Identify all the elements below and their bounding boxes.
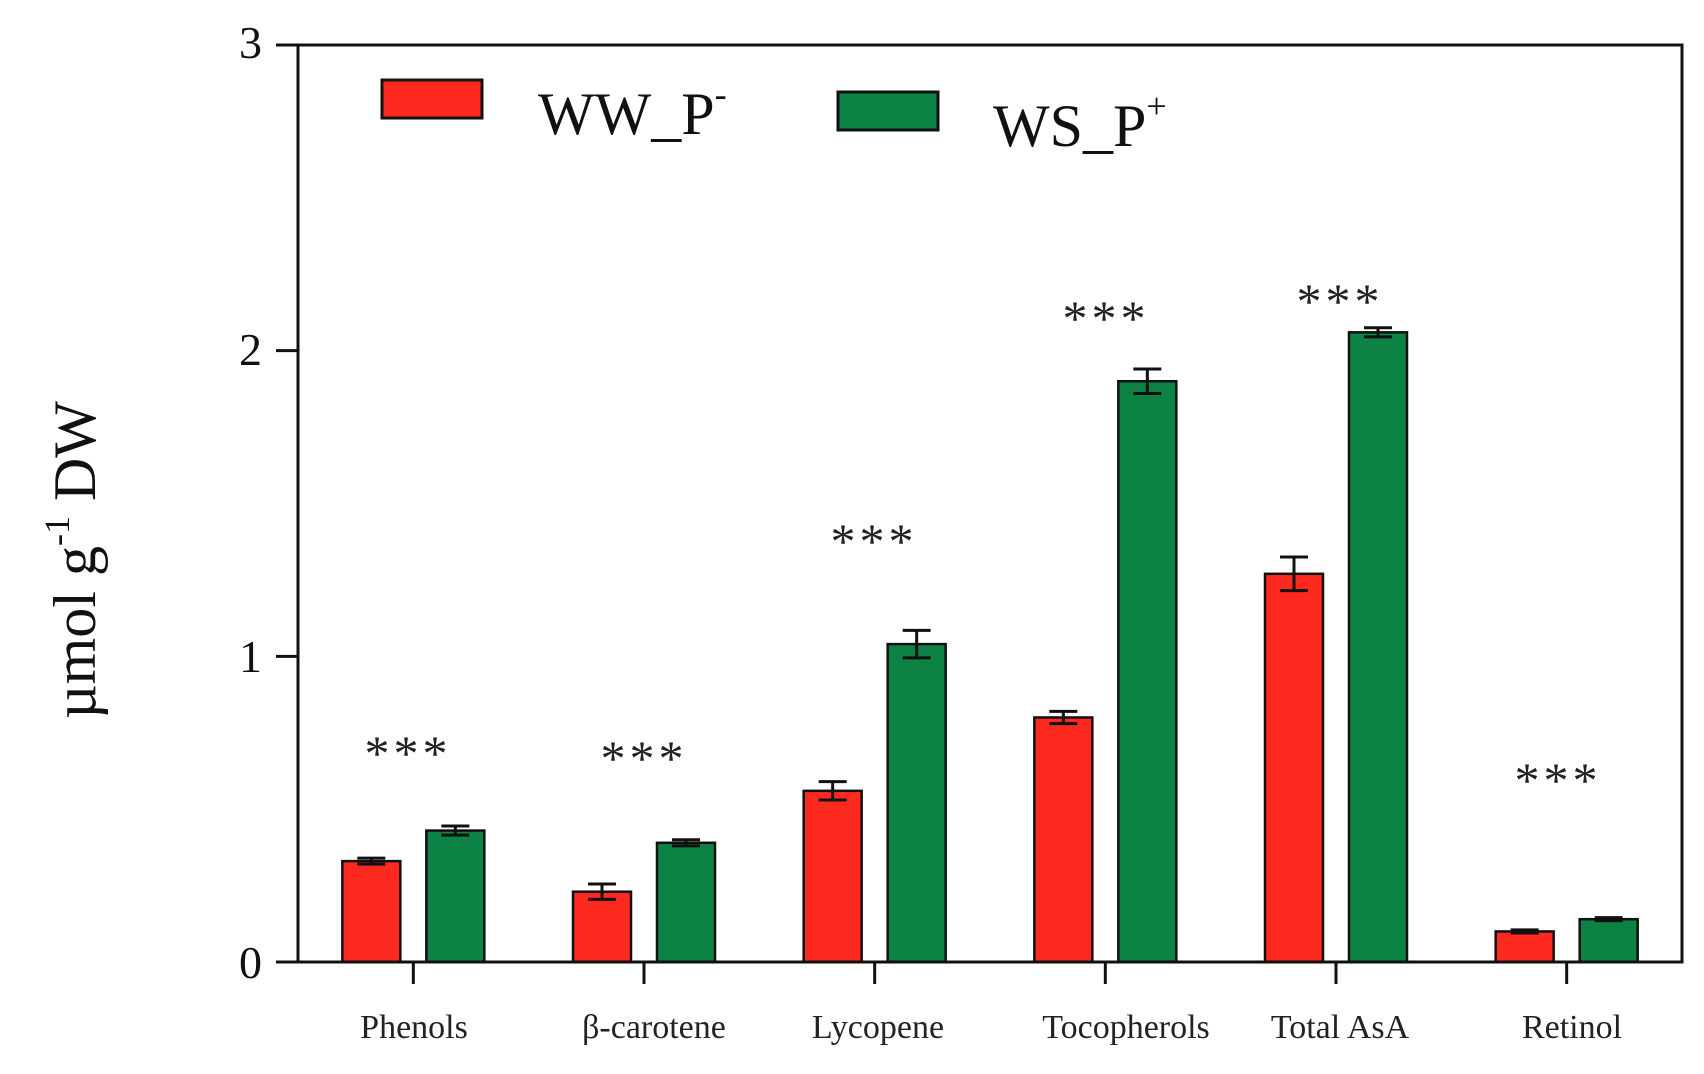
- bar-ws-lycopene: [886, 642, 947, 964]
- significance-retinol: ***: [1515, 752, 1602, 808]
- bar-ws-retinol: [1578, 917, 1639, 964]
- bar-ws-beta-carotene: [655, 841, 717, 964]
- bar-ww-beta-carotene: [571, 890, 633, 964]
- significance-beta-carotene: ***: [601, 730, 688, 786]
- legend-label-ws-base: WS_P: [993, 93, 1146, 159]
- significance-phenols: ***: [365, 725, 452, 781]
- legend-swatch-ww-p-minus: [380, 78, 484, 120]
- bar-ww-retinol: [1494, 930, 1555, 964]
- legend-label-ws-sup: +: [1146, 86, 1166, 126]
- axes-layer: [276, 43, 1684, 984]
- y-axis-title-base: µmol g: [42, 546, 108, 719]
- plot-frame: [296, 43, 1684, 964]
- y-tick-label-3: 3: [239, 17, 262, 68]
- bars-layer: [341, 326, 1639, 964]
- y-tick-label-1: 1: [239, 631, 262, 682]
- legend-label-ww-p-minus: WW_P-: [538, 74, 727, 147]
- significance-tocopherols: ***: [1063, 290, 1150, 346]
- x-tick-label-lycopene: Lycopene: [812, 1009, 944, 1046]
- bar-ws-total-asa: [1347, 331, 1409, 964]
- x-tick-label-total-asa: Total AsA: [1271, 1009, 1410, 1046]
- y-tick-label-0: 0: [239, 937, 262, 988]
- bar-ww-total-asa: [1263, 572, 1325, 964]
- x-tick-label-beta-carotene: β-carotene: [582, 1009, 726, 1046]
- significance-lycopene: ***: [831, 513, 918, 569]
- y-tick-label-2: 2: [239, 324, 262, 375]
- bar-ws-phenols: [425, 829, 486, 964]
- x-tick-label-tocopherols: Tocopherols: [1042, 1009, 1210, 1046]
- legend-label-ww-base: WW_P: [538, 81, 715, 147]
- bar-ww-lycopene: [802, 789, 863, 964]
- legend-label-ww-sup: -: [715, 74, 727, 114]
- bar-ws-tocopherols: [1117, 379, 1178, 964]
- bar-ww-tocopherols: [1033, 716, 1094, 964]
- bar-ww-phenols: [341, 859, 402, 964]
- x-tick-label-retinol: Retinol: [1522, 1009, 1622, 1046]
- y-axis-title-sup: -1: [37, 516, 77, 546]
- x-tick-label-phenols: Phenols: [360, 1009, 468, 1046]
- legend-swatch-ws-p-plus: [836, 90, 940, 132]
- significance-total-asa: ***: [1297, 273, 1384, 329]
- legend: WW_P- WS_P+: [380, 74, 1167, 159]
- legend-label-ws-p-plus: WS_P+: [993, 86, 1167, 159]
- y-axis-title: µmol g-1 DW: [37, 401, 108, 719]
- y-axis-title-tail: DW: [42, 401, 108, 516]
